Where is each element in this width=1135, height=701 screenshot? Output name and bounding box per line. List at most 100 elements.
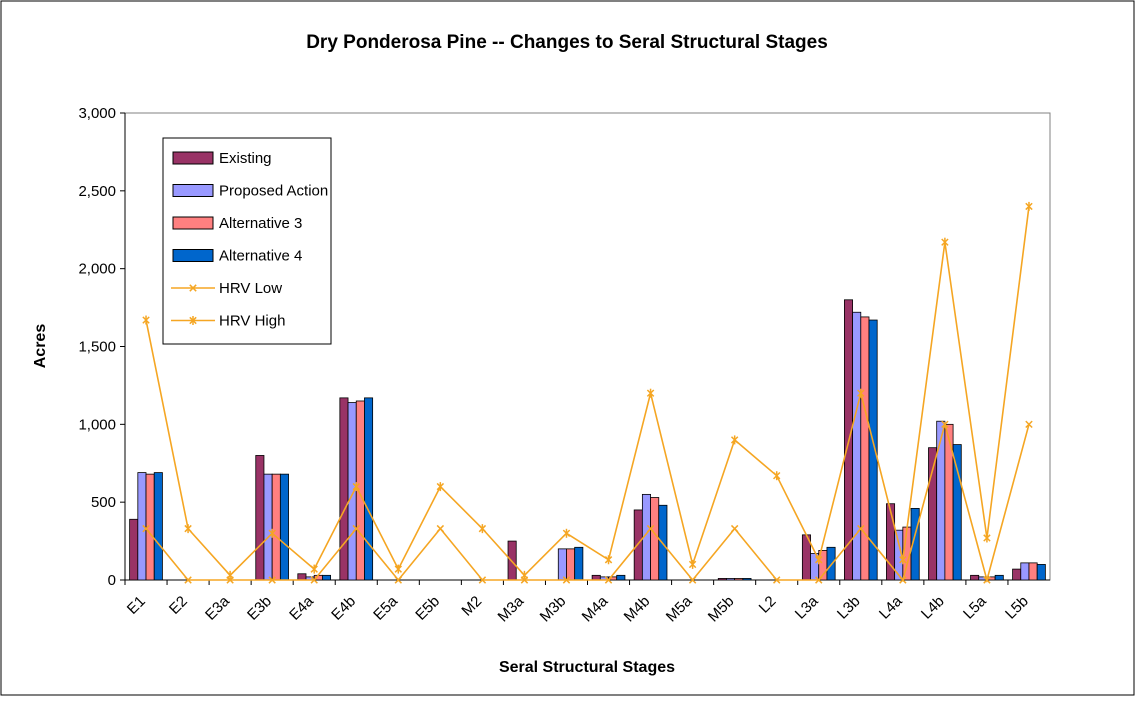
marker-stroke bbox=[604, 576, 613, 584]
y-tick-label: 500 bbox=[91, 494, 116, 511]
marker bbox=[189, 284, 197, 292]
marker bbox=[604, 576, 613, 584]
bar bbox=[271, 473, 281, 581]
bar bbox=[339, 397, 349, 581]
bar bbox=[970, 574, 980, 581]
bar bbox=[994, 574, 1004, 581]
marker bbox=[310, 564, 318, 574]
marker bbox=[394, 576, 403, 584]
bar bbox=[910, 507, 920, 581]
marker-stroke bbox=[815, 576, 823, 584]
marker bbox=[184, 576, 192, 584]
marker-stroke bbox=[310, 576, 318, 584]
bar bbox=[279, 473, 289, 581]
bar bbox=[826, 546, 836, 581]
marker-stroke bbox=[436, 524, 445, 533]
marker bbox=[815, 576, 823, 584]
marker bbox=[688, 576, 697, 584]
bar bbox=[566, 548, 576, 581]
marker-stroke bbox=[941, 420, 949, 429]
marker bbox=[899, 576, 907, 584]
legend-swatch bbox=[172, 249, 214, 262]
marker bbox=[857, 524, 865, 533]
marker bbox=[352, 482, 360, 492]
marker-stroke bbox=[352, 524, 360, 533]
marker bbox=[436, 524, 445, 533]
bar bbox=[1028, 562, 1038, 581]
y-tick-label: 0 bbox=[108, 572, 116, 589]
bar bbox=[347, 402, 357, 581]
bar bbox=[129, 518, 139, 581]
y-tick-label: 1,000 bbox=[78, 416, 116, 433]
bar bbox=[742, 578, 752, 581]
marker bbox=[604, 555, 613, 565]
legend-swatch bbox=[172, 216, 214, 230]
legend-label: Proposed Action bbox=[219, 183, 328, 200]
marker bbox=[436, 482, 445, 492]
marker bbox=[941, 420, 949, 429]
marker-stroke bbox=[394, 576, 403, 584]
marker-stroke bbox=[184, 576, 192, 584]
marker-stroke bbox=[478, 576, 487, 584]
bar bbox=[616, 574, 626, 581]
marker bbox=[562, 576, 571, 584]
bar bbox=[717, 578, 727, 581]
marker bbox=[478, 576, 487, 584]
bar bbox=[1012, 568, 1022, 581]
bar bbox=[1020, 562, 1030, 581]
marker bbox=[899, 555, 907, 565]
marker bbox=[310, 576, 318, 584]
legend-label: Alternative 3 bbox=[219, 215, 302, 232]
marker-stroke bbox=[857, 524, 865, 533]
legend-swatch bbox=[172, 184, 214, 197]
y-axis-title: Acres bbox=[32, 324, 49, 369]
marker bbox=[189, 316, 197, 325]
marker-stroke bbox=[730, 524, 739, 533]
legend-label: HRV High bbox=[219, 313, 285, 330]
marker bbox=[730, 524, 739, 533]
marker-stroke bbox=[983, 576, 991, 584]
marker-stroke bbox=[562, 576, 571, 584]
legend-label: Existing bbox=[219, 150, 272, 167]
y-tick-label: 2,000 bbox=[78, 261, 116, 278]
bar bbox=[633, 509, 643, 581]
marker bbox=[983, 533, 991, 543]
marker bbox=[142, 524, 150, 533]
bar bbox=[852, 311, 862, 581]
marker-stroke bbox=[899, 576, 907, 584]
legend-label: HRV Low bbox=[219, 280, 282, 297]
marker-stroke bbox=[688, 576, 697, 584]
bar bbox=[137, 472, 147, 581]
bar bbox=[574, 546, 584, 581]
marker bbox=[772, 576, 781, 584]
bar bbox=[557, 548, 567, 581]
legend-label: Alternative 4 bbox=[219, 248, 302, 265]
marker-stroke bbox=[142, 524, 150, 533]
marker bbox=[226, 570, 234, 580]
marker-stroke bbox=[268, 576, 276, 584]
marker bbox=[730, 435, 739, 445]
legend-box bbox=[162, 137, 332, 345]
x-axis-title: Seral Structural Stages bbox=[499, 659, 675, 676]
bar bbox=[868, 319, 878, 581]
marker-stroke bbox=[189, 284, 197, 292]
marker bbox=[352, 524, 360, 533]
marker-stroke bbox=[646, 524, 655, 533]
marker bbox=[478, 524, 487, 534]
marker bbox=[857, 388, 865, 398]
marker bbox=[394, 564, 403, 574]
marker-stroke bbox=[1025, 420, 1033, 429]
marker bbox=[142, 315, 150, 325]
series-line bbox=[145, 421, 1030, 584]
marker bbox=[688, 559, 697, 569]
bar bbox=[860, 316, 870, 581]
marker-stroke bbox=[772, 576, 781, 584]
bar bbox=[734, 578, 744, 581]
marker bbox=[646, 388, 655, 398]
marker bbox=[184, 524, 192, 534]
bar bbox=[952, 444, 962, 581]
bar bbox=[297, 573, 307, 581]
marker bbox=[815, 555, 823, 565]
marker bbox=[520, 570, 529, 580]
